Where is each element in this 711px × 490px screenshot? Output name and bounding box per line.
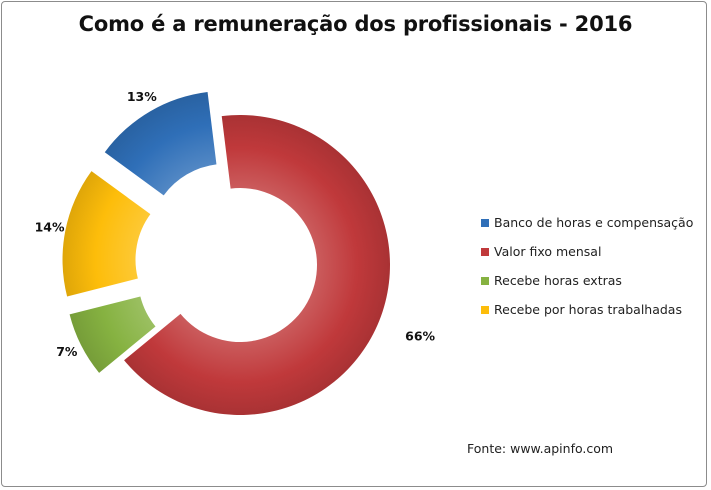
data-label: 13% xyxy=(127,89,157,104)
legend-swatch xyxy=(481,219,489,227)
data-label: 7% xyxy=(56,344,78,359)
legend-item-valor-fixo: Valor fixo mensal xyxy=(481,237,693,266)
chart-legend: Banco de horas e compensação Valor fixo … xyxy=(481,208,693,324)
data-label: 14% xyxy=(35,219,65,234)
legend-item-banco-de-horas: Banco de horas e compensação xyxy=(481,208,693,237)
data-label: 66% xyxy=(405,329,435,344)
slice-banco-de-horas-e-compensa-o xyxy=(105,92,217,195)
legend-label: Recebe por horas trabalhadas xyxy=(494,302,682,317)
legend-item-horas-extras: Recebe horas extras xyxy=(481,266,693,295)
legend-label: Recebe horas extras xyxy=(494,273,622,288)
legend-swatch xyxy=(481,277,489,285)
legend-swatch xyxy=(481,306,489,314)
slice-recebe-por-horas-trabalhadas xyxy=(63,171,151,296)
legend-label: Valor fixo mensal xyxy=(494,244,601,259)
source-note: Fonte: www.apinfo.com xyxy=(467,441,613,456)
legend-swatch xyxy=(481,248,489,256)
legend-label: Banco de horas e compensação xyxy=(494,215,693,230)
legend-item-horas-trabalhadas: Recebe por horas trabalhadas xyxy=(481,295,693,324)
